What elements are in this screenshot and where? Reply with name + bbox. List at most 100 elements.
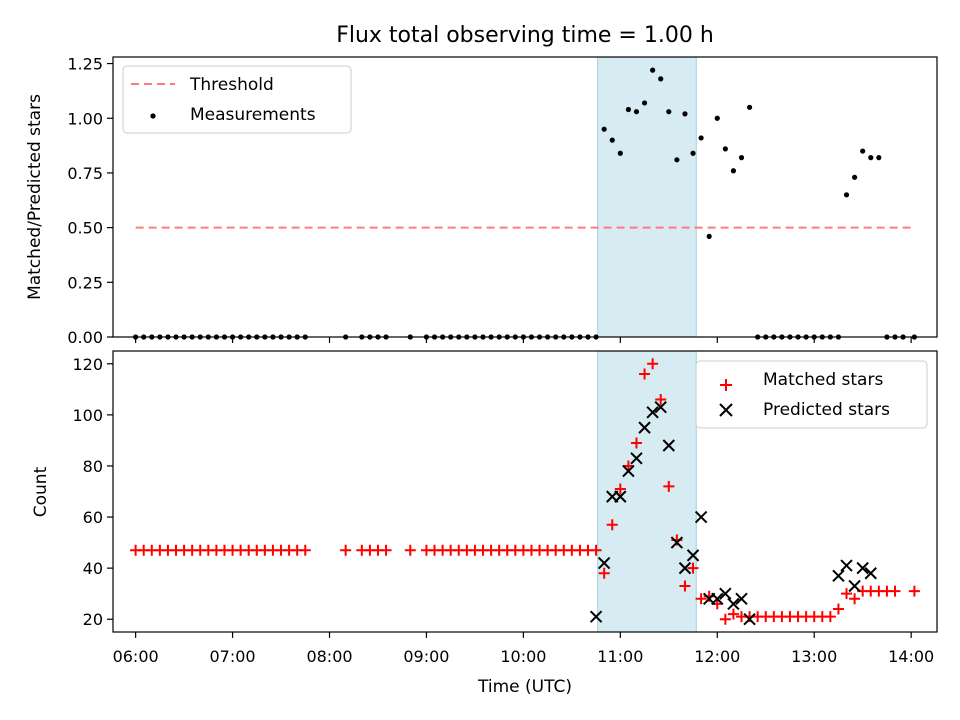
measurements-point — [601, 126, 607, 132]
predicted-stars-point — [848, 579, 861, 593]
matched-stars-point — [695, 593, 707, 605]
threshold-legend-label: Threshold — [189, 75, 274, 95]
matched-stars-point — [687, 562, 699, 574]
matched-stars-point — [340, 544, 352, 556]
count-xtick-label: 07:00 — [210, 647, 256, 666]
measurements-point — [625, 106, 632, 113]
matched-stars-point — [663, 480, 675, 492]
measurements-point — [674, 157, 680, 163]
matched-stars-point — [622, 460, 634, 472]
count-axis-ticks: 20 40 60 80 100 120 06:00 07:00 08:00 09:00 10:00 1… — [72, 355, 934, 666]
ratio-axis-ticks: 0.00 0.25 0.50 0.75 1.00 1.25 — [67, 55, 912, 347]
measurements-point — [860, 148, 866, 154]
count-plot-frame — [112, 350, 938, 633]
ratio-y-axis-label: Matched/Predicted stars — [25, 94, 45, 300]
predicted-stars-point — [614, 490, 627, 503]
measurements-legend-label: Measurements — [190, 105, 316, 125]
predicted-stars-point — [597, 556, 611, 570]
count-ytick-label: 80 — [83, 457, 103, 476]
matched-stars-point — [655, 394, 667, 406]
predicted-stars-point — [662, 439, 676, 452]
count-xtick-label: 12:00 — [694, 647, 740, 666]
matched-stars-point — [639, 368, 651, 380]
predicted-stars-point — [630, 452, 643, 465]
predicted-stars-point — [840, 559, 853, 572]
measurements-point — [746, 104, 753, 110]
ratio-panel: 0.00 0.25 0.50 0.75 1.00 1.25 Matched/Predict… — [25, 55, 938, 347]
measurements-point — [609, 137, 615, 143]
predicted-stars-point — [719, 587, 732, 600]
predicted-stars-point — [589, 610, 603, 623]
ratio-ytick-label: 0.25 — [67, 273, 103, 292]
measurements-point — [714, 115, 720, 121]
matched-stars-point — [719, 613, 731, 625]
measurements-point — [698, 135, 704, 141]
measurements-point — [650, 67, 656, 73]
predicted-stars-point — [864, 567, 877, 580]
count-ytick-label: 100 — [72, 406, 103, 425]
matched-stars-point — [849, 593, 861, 605]
count-legend-box — [695, 360, 928, 429]
ratio-legend-box — [122, 65, 352, 134]
matched-stars-point — [679, 580, 691, 592]
ratio-ytick-label: 0.00 — [67, 328, 103, 347]
count-xtick-label: 13:00 — [791, 647, 837, 666]
predicted-legend-swatch — [719, 403, 733, 417]
matched-legend-swatch — [720, 379, 732, 391]
count-legend: Matched stars Predicted stars — [695, 360, 928, 429]
count-ytick-label: 20 — [83, 610, 103, 629]
measurements-point — [666, 109, 672, 115]
matched-stars-point — [647, 358, 659, 370]
matched-stars-point — [590, 544, 602, 556]
count-ytick-label: 60 — [83, 508, 103, 527]
count-highlight-span — [597, 350, 697, 633]
matched-stars-point — [606, 519, 618, 531]
matched-stars-point — [630, 437, 642, 449]
matched-stars-point — [598, 567, 610, 579]
count-xtick-label: 09:00 — [403, 647, 449, 666]
predicted-stars-point — [686, 549, 700, 562]
count-xtick-label: 14:00 — [888, 647, 934, 666]
count-ytick-label: 120 — [72, 355, 103, 374]
predicted-legend-label: Predicted stars — [763, 400, 890, 420]
measurements-point — [633, 109, 640, 115]
measurements-point — [722, 146, 728, 152]
count-xtick-label: 10:00 — [500, 647, 546, 666]
count-panel: 20 40 60 80 100 120 06:00 07:00 08:00 09:00 10:00 1… — [31, 350, 938, 697]
count-y-axis-label: Count — [31, 466, 51, 517]
matched-stars-point — [841, 588, 853, 600]
predicted-stars-point — [711, 592, 724, 605]
measurements-point — [730, 168, 737, 174]
measurements-point — [843, 192, 850, 198]
matched-stars-point — [832, 603, 844, 615]
measurements-legend-swatch — [150, 113, 156, 119]
ratio-ytick-label: 1.25 — [67, 55, 103, 74]
matched-legend-label: Matched stars — [763, 370, 883, 390]
ratio-ytick-label: 1.00 — [67, 109, 103, 128]
count-xtick-label: 11:00 — [597, 647, 643, 666]
ratio-ytick-label: 0.50 — [67, 219, 103, 238]
matched-stars-point — [824, 611, 836, 623]
predicted-stars-point — [638, 421, 651, 434]
measurements-point — [617, 150, 623, 156]
count-xtick-label: 06:00 — [113, 647, 159, 666]
predicted-stars-point — [735, 592, 748, 605]
measurements-point — [658, 76, 664, 82]
predicted-stars-point — [832, 569, 845, 583]
x-axis-label: Time (UTC) — [477, 677, 572, 697]
count-points — [130, 358, 920, 626]
predicted-stars-point — [727, 597, 740, 611]
matched-stars-point — [727, 608, 739, 620]
figure-title: Flux total observing time = 1.00 h — [336, 23, 714, 48]
ratio-highlight-span — [597, 56, 697, 338]
matched-stars-point — [404, 544, 416, 556]
measurements-point — [876, 155, 882, 161]
predicted-stars-point — [743, 613, 756, 626]
measurements-point — [641, 100, 648, 106]
count-xtick-label: 08:00 — [306, 647, 352, 666]
matched-stars-point — [299, 544, 311, 556]
matched-stars-point — [380, 544, 392, 556]
measurements-point — [690, 150, 696, 156]
matched-stars-point — [908, 585, 920, 597]
predicted-stars-point — [646, 406, 659, 419]
